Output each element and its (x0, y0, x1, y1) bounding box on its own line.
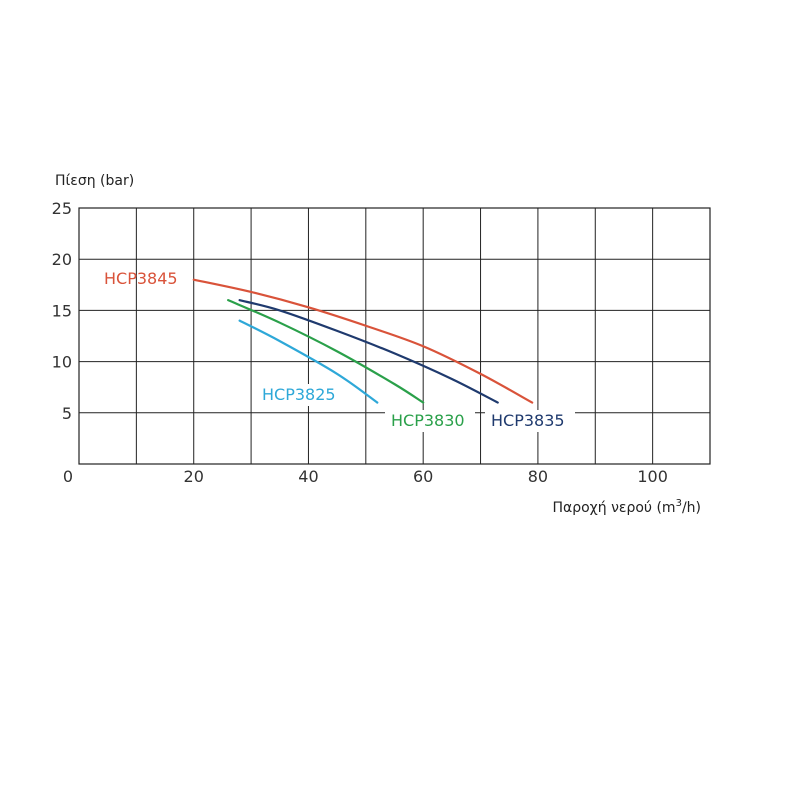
series-label-bg-hcp3830 (385, 410, 475, 432)
x-tick-label-0: 0 (63, 467, 73, 486)
y-axis-title: Πίεση (bar) (55, 173, 134, 189)
series-line-hcp3825 (238, 319, 379, 404)
series-labels: HCP3845 HCP3835 HCP3830 HCP3825 (104, 269, 575, 432)
tick-labels: 0 20 40 60 80 100 5 10 15 20 25 (52, 199, 668, 486)
series-line-hcp3845 (192, 278, 534, 404)
series-label-hcp3825: HCP3825 (262, 385, 336, 404)
x-tick-label-80: 80 (528, 467, 548, 486)
series-label-hcp3835: HCP3835 (491, 411, 565, 430)
series-line-hcp3835 (238, 299, 499, 404)
y-tick-label-5: 5 (62, 404, 72, 423)
series-label-bg-hcp3835 (485, 410, 575, 432)
y-tick-label-20: 20 (52, 250, 72, 269)
series-label-hcp3845: HCP3845 (104, 269, 178, 288)
x-axis-title: Παροχή νερού (m3/h) (552, 498, 701, 516)
y-tick-label-15: 15 (52, 301, 72, 320)
y-tick-label-25: 25 (52, 199, 72, 218)
series-label-bg-hcp3825 (256, 384, 346, 406)
grid (79, 208, 710, 464)
series-line-hcp3830 (227, 299, 425, 404)
plot-frame (78, 207, 711, 465)
x-axis-title-suffix: /h) (682, 500, 701, 516)
x-axis-title-superscript: 3 (676, 498, 682, 509)
x-tick-label-100: 100 (637, 467, 668, 486)
x-tick-label-40: 40 (298, 467, 318, 486)
series-label-hcp3830: HCP3830 (391, 411, 465, 430)
x-tick-label-20: 20 (184, 467, 204, 486)
x-tick-label-60: 60 (413, 467, 433, 486)
y-tick-label-10: 10 (52, 353, 72, 372)
x-axis-title-main: Παροχή νερού (m (552, 500, 675, 516)
series-lines (192, 278, 534, 404)
